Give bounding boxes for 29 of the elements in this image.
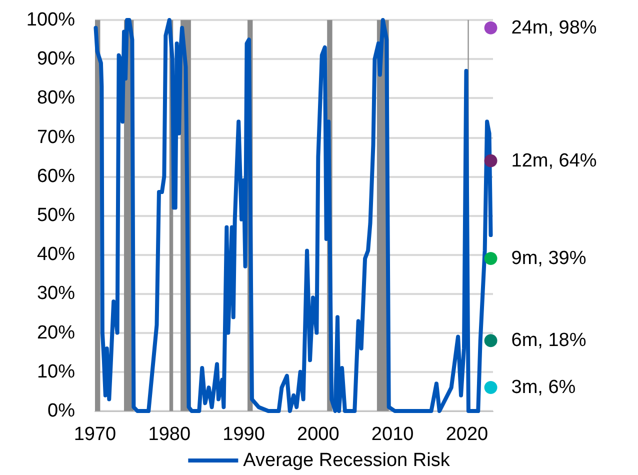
- y-tick-label: 30%: [36, 283, 76, 304]
- point: [484, 334, 498, 348]
- legend-label: Average Recession Risk: [243, 450, 450, 471]
- data-label: 12m, 64%: [511, 150, 597, 172]
- y-tick-label: 80%: [36, 88, 76, 109]
- data-label: 9m, 39%: [511, 248, 586, 270]
- point: [484, 21, 498, 34]
- data-label: 3m, 6%: [511, 377, 576, 398]
- y-tick-label: 40%: [36, 244, 76, 266]
- y-tick-label: 90%: [36, 48, 76, 70]
- point: [484, 252, 498, 266]
- y-tick-label: 70%: [36, 126, 76, 148]
- x-tick-label: 1980: [148, 424, 191, 445]
- y-tick-label: 100%: [26, 10, 76, 30]
- data-label: 24m, 98%: [511, 17, 597, 38]
- x-tick-label: 1970: [74, 424, 116, 445]
- y-tick-label: 0%: [48, 400, 76, 422]
- y-tick-label: 50%: [36, 205, 76, 226]
- data-label: 6m, 18%: [511, 330, 586, 352]
- point: [484, 381, 498, 394]
- y-tick-label: 10%: [36, 361, 76, 382]
- line-series: [94, 18, 493, 413]
- x-tick-label: 1990: [222, 424, 265, 445]
- x-tick-label: 2010: [371, 424, 414, 445]
- y-tick-label: 20%: [36, 322, 76, 344]
- point: [484, 154, 498, 168]
- y-tick-label: 60%: [36, 166, 76, 187]
- x-tick-label: 2000: [297, 424, 340, 445]
- x-tick-label: 2020: [446, 424, 488, 445]
